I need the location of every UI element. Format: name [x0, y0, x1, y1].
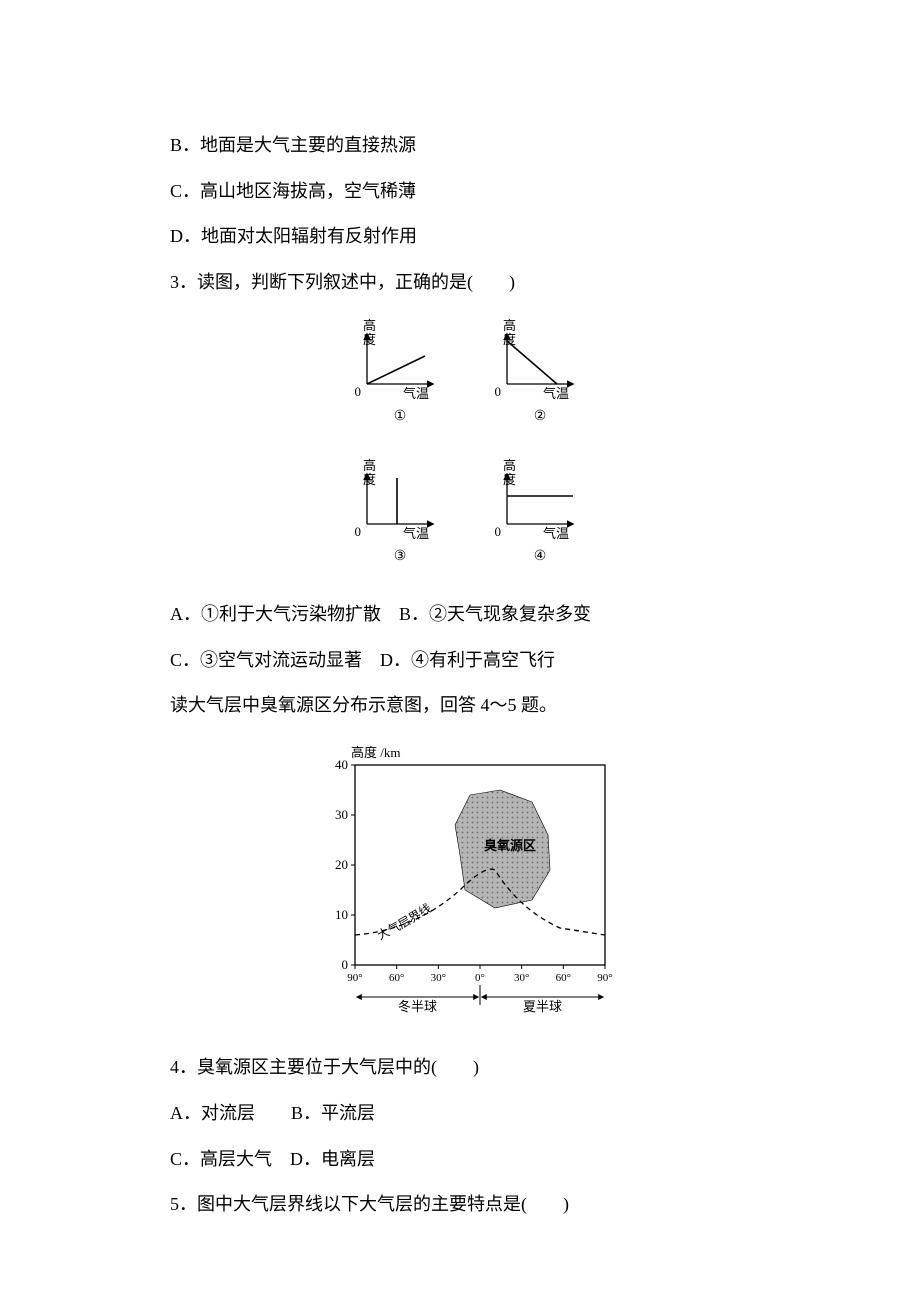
svg-text:90°: 90° — [347, 972, 362, 984]
svg-text:0: 0 — [342, 957, 349, 972]
q3-options-cd: C．③空气对流运动显著 D．④有利于高空飞行 — [170, 641, 770, 681]
svg-text:20: 20 — [335, 857, 348, 872]
svg-text:0: 0 — [355, 524, 362, 539]
svg-text:0: 0 — [495, 524, 502, 539]
svg-text:30°: 30° — [431, 972, 446, 984]
page-content: B．地面是大气主要的直接热源 C．高山地区海拔高，空气稀薄 D．地面对太阳辐射有… — [0, 0, 920, 1291]
question-4: 4．臭氧源区主要位于大气层中的( ) — [170, 1048, 770, 1088]
q3-options-ab: A．①利于大气污染物扩散 B．②天气现象复杂多变 — [170, 595, 770, 635]
svg-text:③: ③ — [394, 549, 407, 564]
svg-text:高: 高 — [363, 458, 376, 473]
q4-options-cd: C．高层大气 D．电离层 — [170, 1140, 770, 1180]
svg-text:高度 /km: 高度 /km — [351, 745, 400, 760]
svg-text:0°: 0° — [475, 972, 485, 984]
option-d: D．地面对太阳辐射有反射作用 — [170, 217, 770, 257]
svg-text:②: ② — [534, 409, 547, 424]
svg-text:0: 0 — [355, 384, 362, 399]
svg-text:大气层界线: 大气层界线 — [375, 901, 434, 943]
svg-text:度: 度 — [363, 332, 376, 347]
option-b: B．地面是大气主要的直接热源 — [170, 126, 770, 166]
svg-text:气温: 气温 — [403, 386, 429, 401]
svg-text:①: ① — [394, 409, 407, 424]
q4-options-ab: A．对流层 B．平流层 — [170, 1094, 770, 1134]
question-5: 5．图中大气层界线以下大气层的主要特点是( ) — [170, 1185, 770, 1225]
svg-text:度: 度 — [503, 472, 516, 487]
svg-text:10: 10 — [335, 907, 348, 922]
figure-q3: 高度0气温①高度0气温②高度0气温③高度0气温④ — [170, 316, 770, 581]
svg-text:0: 0 — [495, 384, 502, 399]
svg-text:气温: 气温 — [403, 526, 429, 541]
figure-ozone: 40 30 20 10 0 高度 /km 90° 60° 30° 0° 30° 60° 90° 臭氧源区大… — [170, 740, 770, 1035]
svg-text:40: 40 — [335, 757, 348, 772]
svg-text:气温: 气温 — [543, 526, 569, 541]
lead-4-5: 读大气层中臭氧源区分布示意图，回答 4～5 题。 — [170, 686, 770, 726]
question-3: 3．读图，判断下列叙述中，正确的是( ) — [170, 263, 770, 303]
q3-panels-svg: 高度0气温①高度0气温②高度0气温③高度0气温④ — [345, 316, 595, 566]
svg-text:60°: 60° — [556, 972, 571, 984]
svg-text:90°: 90° — [597, 972, 612, 984]
ozone-svg: 40 30 20 10 0 高度 /km 90° 60° 30° 0° 30° 60° 90° 臭氧源区大… — [300, 740, 640, 1020]
svg-text:臭氧源区: 臭氧源区 — [484, 838, 536, 853]
svg-text:④: ④ — [534, 549, 547, 564]
svg-text:60°: 60° — [389, 972, 404, 984]
svg-text:高: 高 — [503, 458, 516, 473]
svg-text:冬半球: 冬半球 — [398, 999, 437, 1014]
svg-text:高: 高 — [363, 318, 376, 333]
svg-text:夏半球: 夏半球 — [523, 999, 562, 1014]
svg-text:气温: 气温 — [543, 386, 569, 401]
svg-text:度: 度 — [503, 332, 516, 347]
svg-text:30: 30 — [335, 807, 348, 822]
svg-text:度: 度 — [363, 472, 376, 487]
svg-text:30°: 30° — [514, 972, 529, 984]
svg-text:高: 高 — [503, 318, 516, 333]
option-c: C．高山地区海拔高，空气稀薄 — [170, 172, 770, 212]
